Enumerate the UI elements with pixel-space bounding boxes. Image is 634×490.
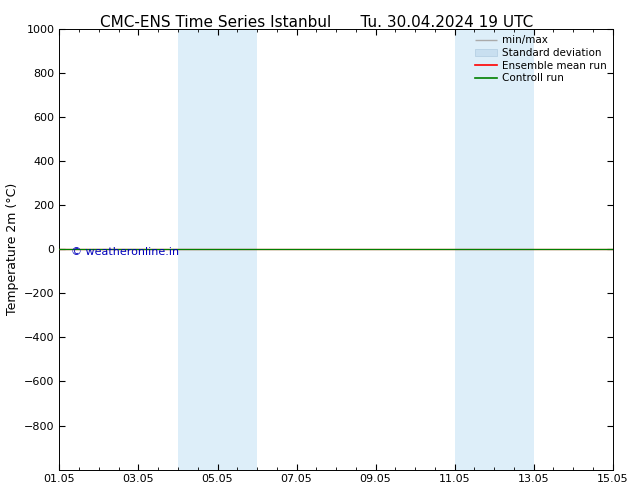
Y-axis label: Temperature 2m (°C): Temperature 2m (°C) <box>6 183 18 316</box>
Text: CMC-ENS Time Series Istanbul      Tu. 30.04.2024 19 UTC: CMC-ENS Time Series Istanbul Tu. 30.04.2… <box>100 15 534 30</box>
Bar <box>455 29 534 469</box>
Legend: min/max, Standard deviation, Ensemble mean run, Controll run: min/max, Standard deviation, Ensemble me… <box>472 32 609 86</box>
Text: © weatheronline.in: © weatheronline.in <box>70 247 179 257</box>
Bar <box>178 29 257 469</box>
